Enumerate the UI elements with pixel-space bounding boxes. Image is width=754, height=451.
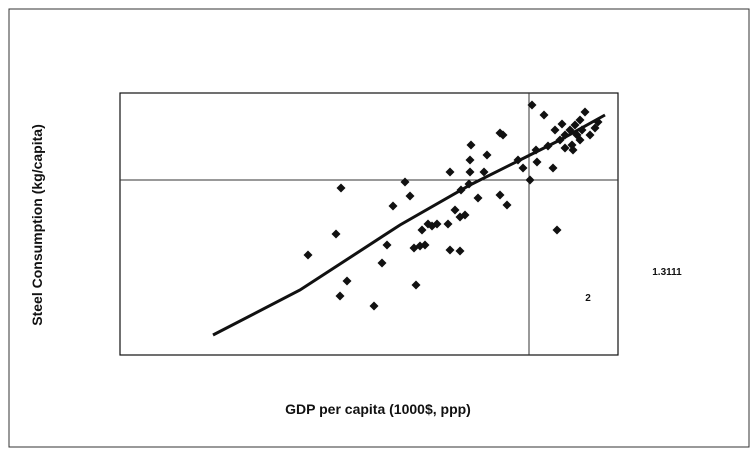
data-point: [432, 219, 442, 229]
data-point: [377, 258, 387, 268]
data-point: [502, 200, 512, 210]
data-point: [455, 246, 465, 256]
data-point: [464, 179, 474, 189]
data-point: [531, 145, 541, 155]
data-point: [465, 167, 475, 177]
data-point: [543, 141, 553, 151]
data-point: [388, 201, 398, 211]
data-point: [420, 240, 430, 250]
data-point: [548, 163, 558, 173]
y-axis-label: Steel Consumption (kg/capita): [29, 124, 45, 325]
data-point: [417, 225, 427, 235]
data-point: [560, 143, 570, 153]
data-point: [456, 185, 466, 195]
data-point: [303, 250, 313, 260]
data-point: [460, 210, 470, 220]
annotation: 1.3111: [652, 267, 682, 278]
data-point: [518, 163, 528, 173]
data-point: [411, 280, 421, 290]
data-point: [532, 157, 542, 167]
data-point: [585, 130, 595, 140]
data-point: [568, 145, 578, 155]
plot-area: [119, 92, 619, 356]
data-point: [335, 291, 345, 301]
data-point: [495, 190, 505, 200]
data-point: [575, 115, 585, 125]
frame: [8, 8, 750, 448]
data-point: [560, 130, 570, 140]
data-point: [450, 205, 460, 215]
data-point: [525, 175, 535, 185]
data-point: [382, 240, 392, 250]
data-point: [443, 219, 453, 229]
data-point: [498, 130, 508, 140]
data-point: [593, 117, 603, 127]
data-point: [445, 245, 455, 255]
data-point: [550, 125, 560, 135]
data-point: [331, 229, 341, 239]
data-point: [473, 193, 483, 203]
data-point: [336, 183, 346, 193]
data-point: [342, 276, 352, 286]
data-point: [570, 120, 580, 130]
data-point: [557, 119, 567, 129]
data-point: [482, 150, 492, 160]
data-point: [465, 155, 475, 165]
data-point: [552, 225, 562, 235]
data-point: [565, 125, 575, 135]
annotation: 2: [585, 293, 591, 304]
data-point: [575, 135, 585, 145]
data-point: [400, 177, 410, 187]
data-point: [513, 155, 523, 165]
data-point: [539, 110, 549, 120]
data-point: [577, 125, 587, 135]
data-point: [479, 167, 489, 177]
data-point: [555, 135, 565, 145]
data-point: [466, 140, 476, 150]
data-point: [580, 107, 590, 117]
data-point: [527, 100, 537, 110]
data-point: [405, 191, 415, 201]
data-point: [369, 301, 379, 311]
data-point: [445, 167, 455, 177]
x-axis-label: GDP per capita (1000$, ppp): [285, 401, 471, 417]
